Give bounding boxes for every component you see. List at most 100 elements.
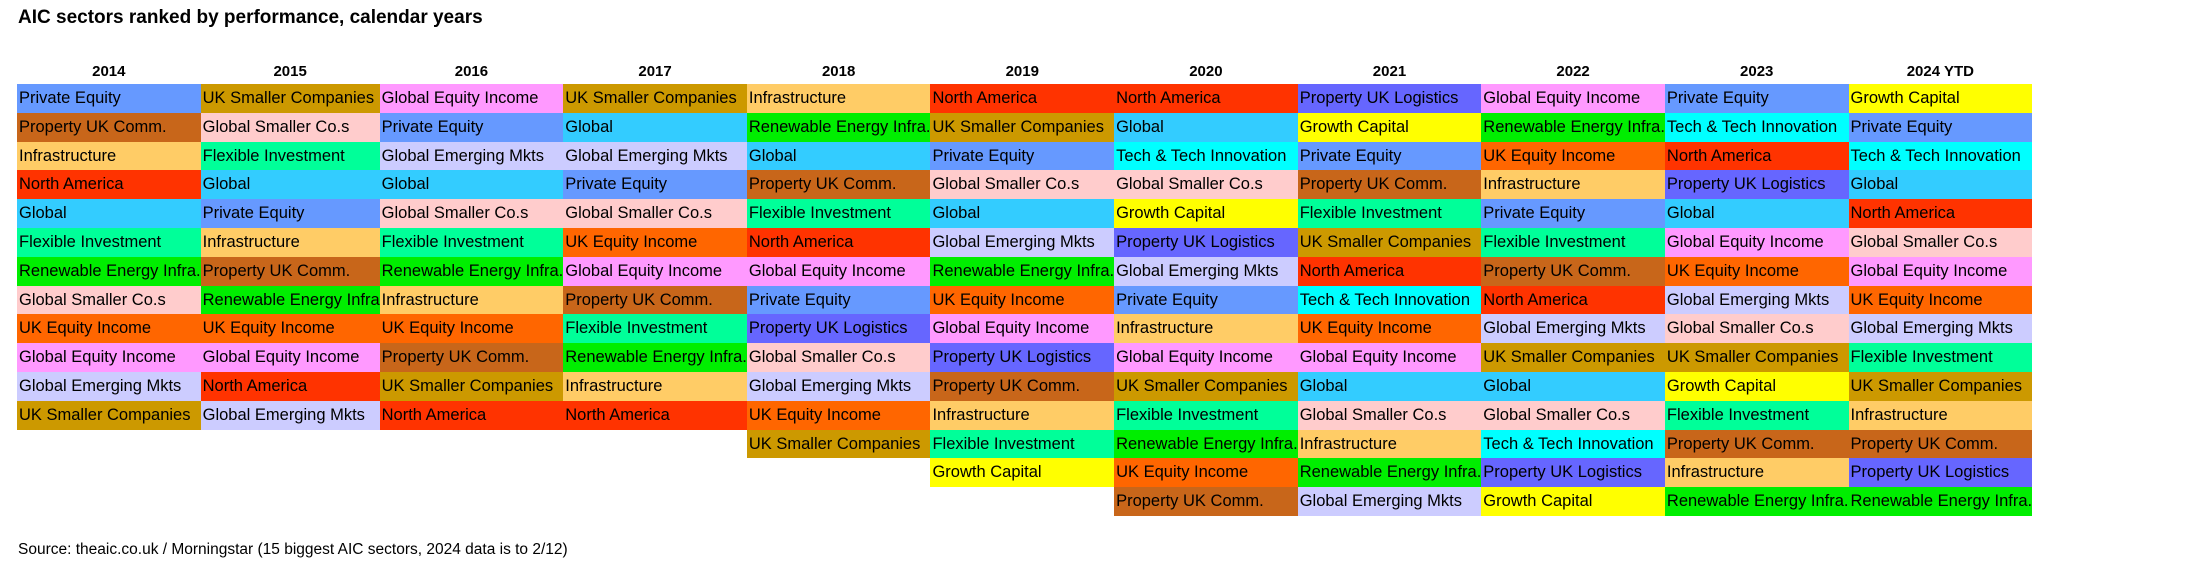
sector-cell: Private Equity — [930, 141, 1115, 171]
sector-cell: Infrastructure — [17, 141, 201, 171]
sector-cell: Property UK Logistics — [1481, 458, 1665, 488]
sector-cell: Private Equity — [563, 170, 747, 200]
sector-cell: Property UK Logistics — [1297, 84, 1482, 113]
sector-cell: Property UK Comm. — [563, 285, 747, 315]
sector-cell: Infrastructure — [746, 84, 931, 113]
sector-cell: Flexible Investment — [17, 227, 201, 257]
sector-cell: Global Smaller Co.s — [1848, 227, 2033, 257]
year-header: 2024 YTD — [1906, 63, 1974, 80]
sector-cell: Flexible Investment — [1848, 343, 2033, 372]
sector-cell: Property UK Comm. — [1297, 170, 1482, 200]
sector-cell: Tech & Tech Innovation — [1114, 141, 1298, 171]
sector-cell: UK Equity Income — [1297, 314, 1482, 344]
sector-cell: UK Equity Income — [200, 314, 380, 344]
sector-cell: UK Smaller Companies — [1848, 371, 2033, 401]
sector-cell: Global Emerging Mkts — [17, 371, 201, 401]
sector-cell: Property UK Comm. — [1114, 487, 1298, 516]
sector-cell: Infrastructure — [1848, 400, 2033, 430]
sector-cell: Private Equity — [1664, 84, 1849, 113]
sector-cell: Infrastructure — [379, 285, 564, 315]
sector-cell: Growth Capital — [1297, 112, 1482, 142]
sector-cell: Tech & Tech Innovation — [1664, 112, 1849, 142]
sector-cell: Global — [1664, 199, 1849, 228]
sector-cell: UK Equity Income — [379, 314, 564, 344]
sector-cell: Global — [1481, 371, 1665, 401]
sector-cell: Global — [1848, 170, 2033, 200]
sector-cell: Global Emerging Mkts — [930, 227, 1115, 257]
sector-cell: North America — [930, 84, 1115, 113]
sector-cell: Renewable Energy Infra. — [1481, 112, 1665, 142]
sector-cell: North America — [1114, 84, 1298, 113]
sector-cell: Global Emerging Mkts — [379, 141, 564, 171]
sector-cell: UK Smaller Companies — [17, 400, 201, 430]
sector-cell: Global Equity Income — [379, 84, 564, 113]
sector-cell: UK Smaller Companies — [200, 84, 380, 113]
sector-cell: Property UK Logistics — [1848, 458, 2033, 488]
sector-cell: UK Smaller Companies — [1481, 343, 1665, 372]
year-header: 2020 — [1189, 63, 1223, 80]
sector-cell: Private Equity — [1114, 285, 1298, 315]
sector-cell: Flexible Investment — [563, 314, 747, 344]
sector-cell: North America — [17, 170, 201, 200]
sector-cell: Global Equity Income — [563, 256, 747, 286]
sector-cell: Global Smaller Co.s — [1297, 400, 1482, 430]
sector-cell: Global Emerging Mkts — [1481, 314, 1665, 344]
sector-cell: Global Equity Income — [930, 314, 1115, 344]
sector-cell: Private Equity — [379, 112, 564, 142]
sector-cell: Global — [930, 199, 1115, 228]
sector-cell: Renewable Energy Infra. — [1664, 487, 1849, 516]
sector-cell: Tech & Tech Innovation — [1297, 285, 1482, 315]
sector-cell: Flexible Investment — [930, 429, 1115, 459]
year-column: 2019 North America UK Smaller Companies Pri… — [930, 60, 1115, 516]
sector-cell: Global Equity Income — [17, 343, 201, 372]
sector-cell: Renewable Energy Infra. — [17, 256, 201, 286]
sector-cell: Flexible Investment — [1114, 400, 1298, 430]
sector-cell: Property UK Comm. — [930, 371, 1115, 401]
sector-cell: North America — [1481, 285, 1665, 315]
sector-cell: Growth Capital — [1114, 199, 1298, 228]
year-column: 2014 Private Equity Property UK Comm. Infra… — [17, 60, 201, 516]
year-header: 2014 — [92, 63, 126, 80]
year-column: 2015 UK Smaller Companies Global Smaller C… — [200, 60, 380, 516]
sector-cell: Global Equity Income — [1481, 84, 1665, 113]
sector-cell: Global — [563, 112, 747, 142]
year-column: 2021 Property UK Logistics Growth Capital P… — [1297, 60, 1482, 516]
sector-cell: Renewable Energy Infra. — [1848, 487, 2033, 516]
sector-cell: Global Equity Income — [1848, 256, 2033, 286]
sector-cell: Infrastructure — [1114, 314, 1298, 344]
sector-cell: Infrastructure — [200, 227, 380, 257]
sector-cell: Property UK Logistics — [1664, 170, 1849, 200]
sector-cell: Property UK Logistics — [1114, 227, 1298, 257]
year-header: 2016 — [454, 63, 489, 80]
sector-cell: Flexible Investment — [1481, 227, 1665, 257]
sector-cell: Global Emerging Mkts — [1114, 256, 1298, 286]
sector-cell: Growth Capital — [1664, 371, 1849, 401]
sector-cell: Private Equity — [1481, 199, 1665, 228]
sector-cell: Tech & Tech Innovation — [1848, 141, 2033, 171]
sector-cell: Flexible Investment — [746, 199, 931, 228]
sector-cell: Global Emerging Mkts — [746, 371, 931, 401]
sector-cell: Renewable Energy Infra. — [379, 256, 564, 286]
sector-cell: Global — [1114, 112, 1298, 142]
sector-ranking-table: 2014 Private Equity Property UK Comm. Infra… — [17, 60, 2033, 516]
sector-cell: Private Equity — [17, 84, 201, 113]
sector-cell: UK Smaller Companies — [1114, 371, 1298, 401]
sector-cell: Global Emerging Mkts — [200, 400, 380, 430]
year-column: 2022 Global Equity Income Renewable Energy… — [1481, 60, 1665, 516]
sector-cell: Growth Capital — [930, 458, 1115, 488]
sector-cell: Infrastructure — [930, 400, 1115, 430]
sector-cell: Global — [200, 170, 380, 200]
sector-cell: UK Equity Income — [1848, 285, 2033, 315]
sector-cell: Global — [17, 199, 201, 228]
sector-cell: Global Emerging Mkts — [1848, 314, 2033, 344]
year-column: 2016 Global Equity Income Private Equity Gl… — [379, 60, 564, 516]
sector-cell: UK Equity Income — [1481, 141, 1665, 171]
sector-cell: Global Emerging Mkts — [563, 141, 747, 171]
sector-cell: UK Smaller Companies — [1297, 227, 1482, 257]
sector-cell: Renewable Energy Infra. — [1297, 458, 1482, 488]
sector-cell: Global Smaller Co.s — [746, 343, 931, 372]
sector-cell: Tech & Tech Innovation — [1481, 429, 1665, 459]
sector-cell: UK Smaller Companies — [930, 112, 1115, 142]
sector-cell: Property UK Comm. — [1481, 256, 1665, 286]
sector-cell: Private Equity — [746, 285, 931, 315]
